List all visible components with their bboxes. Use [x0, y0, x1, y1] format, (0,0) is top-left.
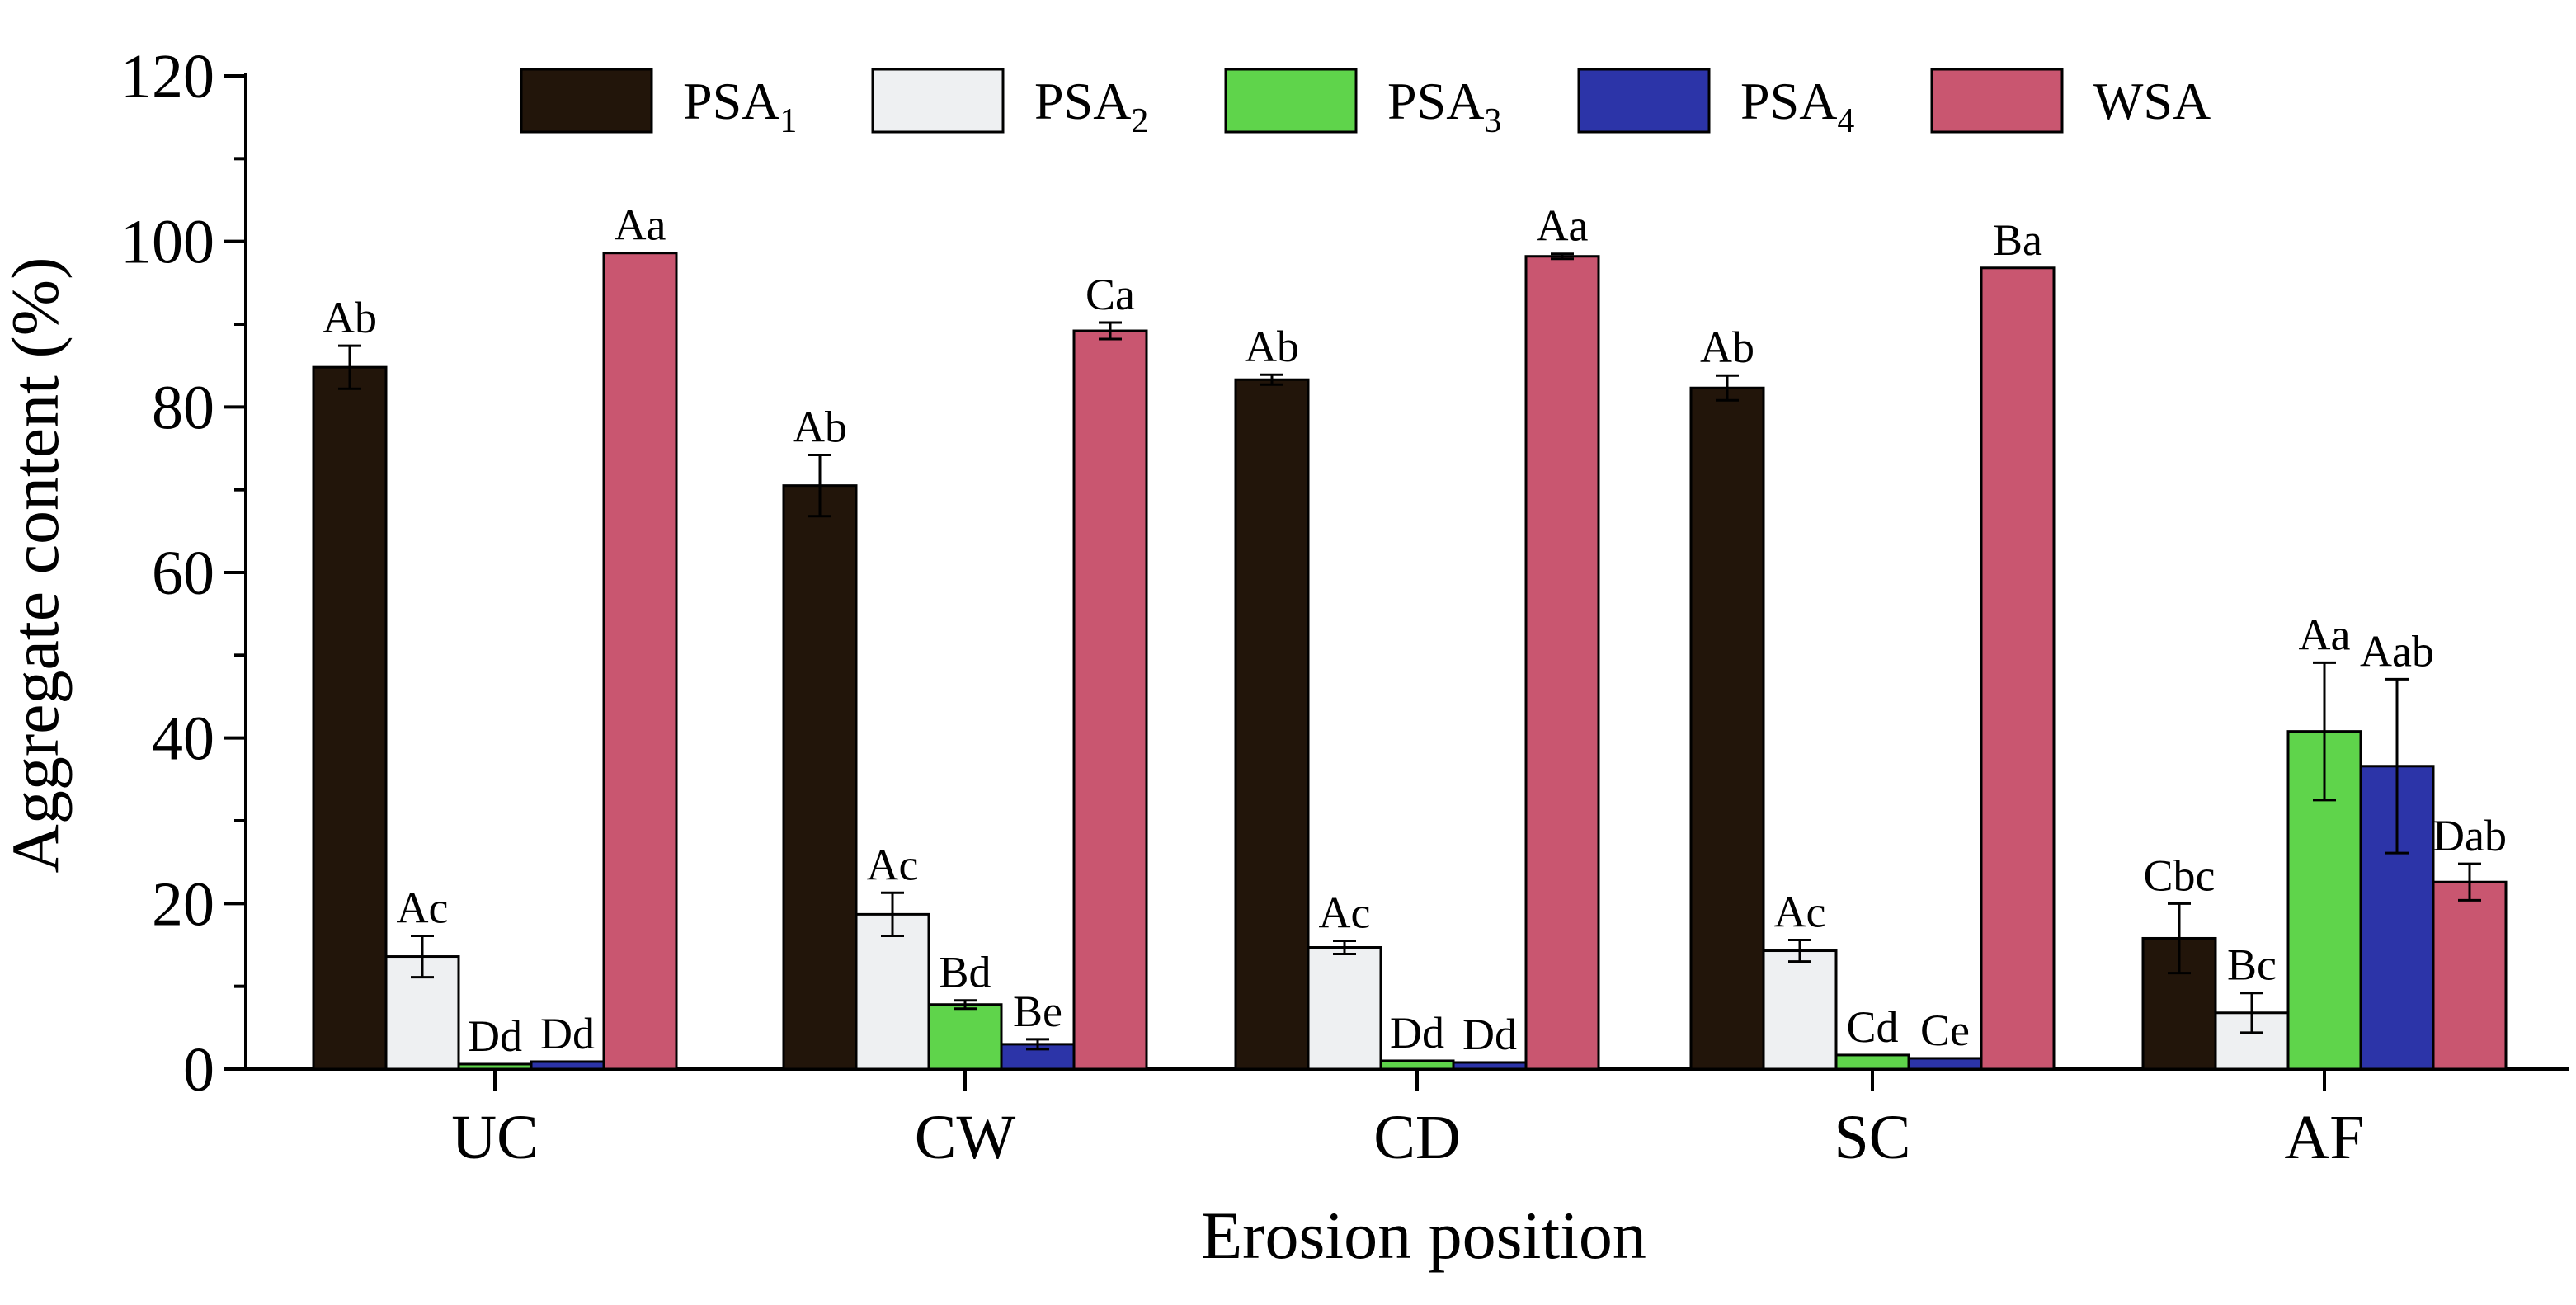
y-tick-label: 100 — [120, 208, 214, 277]
significance-label: Ab — [793, 403, 847, 452]
significance-label: Aa — [615, 200, 666, 250]
bar-wsa-cw — [1072, 329, 1148, 1071]
x-axis-title: Erosion position — [1201, 1198, 1646, 1273]
bar-psa2-cw — [855, 912, 930, 1071]
bar-wsa-sc — [1980, 266, 2056, 1071]
bar-wsa-cd — [1524, 255, 1600, 1071]
error-bars — [338, 252, 2481, 1051]
significance-label: Ce — [1920, 1006, 1970, 1055]
significance-label: Cbc — [2144, 850, 2216, 900]
bar-psa4-sc — [1907, 1057, 1983, 1071]
legend-label-psa2: PSA2 — [1034, 72, 1148, 140]
bar-psa4-uc — [530, 1060, 605, 1071]
significance-label: Cd — [1846, 1002, 1898, 1052]
legend-swatch-psa1 — [520, 68, 653, 134]
legend-swatch-psa2 — [871, 68, 1005, 134]
bar-wsa-uc — [602, 252, 678, 1071]
bar-psa4-cd — [1452, 1061, 1528, 1071]
x-tick-label: AF — [2284, 1103, 2364, 1172]
axes: 0 20 40 60 80 100 120 UC CW CD SC AF — [120, 42, 2569, 1172]
bar-psa2-sc — [1762, 949, 1838, 1071]
significance-label: Aa — [1537, 201, 1589, 251]
significance-label: Be — [1013, 987, 1062, 1036]
significance-label: Ac — [1319, 888, 1371, 937]
significance-label: Bc — [2227, 940, 2277, 990]
y-tick-label: 120 — [120, 42, 214, 111]
legend-label-psa3: PSA3 — [1387, 72, 1501, 140]
significance-label: Ac — [397, 883, 449, 932]
x-tick-label: CW — [915, 1103, 1016, 1172]
x-tick-label: SC — [1834, 1103, 1911, 1172]
significance-label: Ab — [1245, 322, 1299, 371]
significance-label: Dd — [1462, 1010, 1517, 1059]
y-tick-label: 40 — [152, 704, 214, 774]
y-tick-label: 60 — [152, 539, 214, 608]
bar-psa2-cd — [1307, 946, 1382, 1071]
significance-label: Aab — [2360, 626, 2434, 676]
significance-label: Dab — [2432, 811, 2507, 860]
significance-label: Dd — [1390, 1008, 1444, 1058]
significance-label: Ac — [867, 840, 919, 889]
y-tick-label: 20 — [152, 869, 214, 939]
bar-psa3-uc — [457, 1062, 533, 1071]
legend: PSA1 PSA2 PSA3 PSA4 WSA — [520, 68, 2211, 140]
bar-psa3-sc — [1834, 1053, 1910, 1071]
x-tick-label: CD — [1373, 1103, 1461, 1172]
legend-label-wsa: WSA — [2093, 72, 2211, 130]
legend-label-psa4: PSA4 — [1740, 72, 1854, 140]
bar-psa1-uc — [312, 365, 388, 1071]
legend-swatch-psa3 — [1224, 68, 1358, 134]
bar-psa3-cd — [1379, 1059, 1455, 1071]
legend-swatch-wsa — [1930, 68, 2064, 134]
significance-label: Ab — [323, 293, 377, 342]
bar-psa3-cw — [927, 1003, 1003, 1071]
significance-label: Aa — [2299, 610, 2351, 659]
bar-wsa-af — [2432, 880, 2508, 1071]
significance-label: Ab — [1700, 323, 1754, 372]
significance-label: Ac — [1774, 887, 1826, 936]
legend-swatch-psa4 — [1577, 68, 1711, 134]
bar-psa1-sc — [1689, 386, 1765, 1071]
bar-psa1-cw — [782, 484, 858, 1071]
significance-label: Bd — [939, 948, 991, 997]
y-tick-label: 0 — [183, 1035, 214, 1105]
significance-label: Ca — [1085, 270, 1135, 319]
x-tick-label: UC — [451, 1103, 539, 1172]
y-axis-title: Aggregate content (%) — [0, 257, 73, 874]
bar-psa1-cd — [1234, 378, 1310, 1071]
legend-label-psa1: PSA1 — [683, 72, 797, 140]
significance-labels: Ab Ac Dd Dd Aa Ab Ac Bd Be Ca Ab Ac Dd Dd Aa Ab Ac Cd Ce Ba… — [323, 200, 2507, 1061]
significance-label: Dd — [468, 1011, 522, 1061]
y-tick-label: 80 — [152, 373, 214, 442]
significance-label: Dd — [540, 1009, 595, 1058]
significance-label: Ba — [1993, 215, 2042, 265]
bars — [312, 252, 2508, 1071]
